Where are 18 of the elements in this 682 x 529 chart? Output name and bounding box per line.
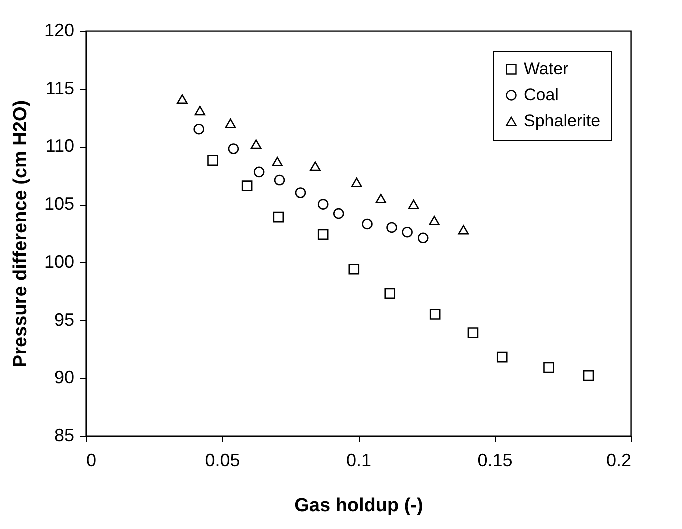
y-tick-label: 105 <box>44 194 74 214</box>
y-axis-title: Pressure difference (cm H2O) <box>10 100 32 368</box>
x-tick-label: 0.2 <box>606 450 632 470</box>
y-tick-label: 95 <box>54 310 74 330</box>
x-tick-label: 0.1 <box>346 450 372 470</box>
legend-label: Water <box>524 60 570 78</box>
y-tick-label: 90 <box>54 368 74 388</box>
x-axis-title: Gas holdup (-) <box>294 496 424 516</box>
y-tick-label: 110 <box>46 136 74 156</box>
legend-label: Sphalerite <box>524 112 601 130</box>
x-tick-label: 0 <box>86 450 97 470</box>
y-tick-label: 120 <box>44 20 74 40</box>
y-tick-label: 100 <box>44 252 74 272</box>
y-tick-label: 85 <box>54 426 74 446</box>
legend-label: Coal <box>524 86 559 104</box>
x-tick-label: 0.15 <box>478 450 513 470</box>
x-tick-label: 0.05 <box>205 450 240 470</box>
y-tick-label: 115 <box>46 78 74 98</box>
